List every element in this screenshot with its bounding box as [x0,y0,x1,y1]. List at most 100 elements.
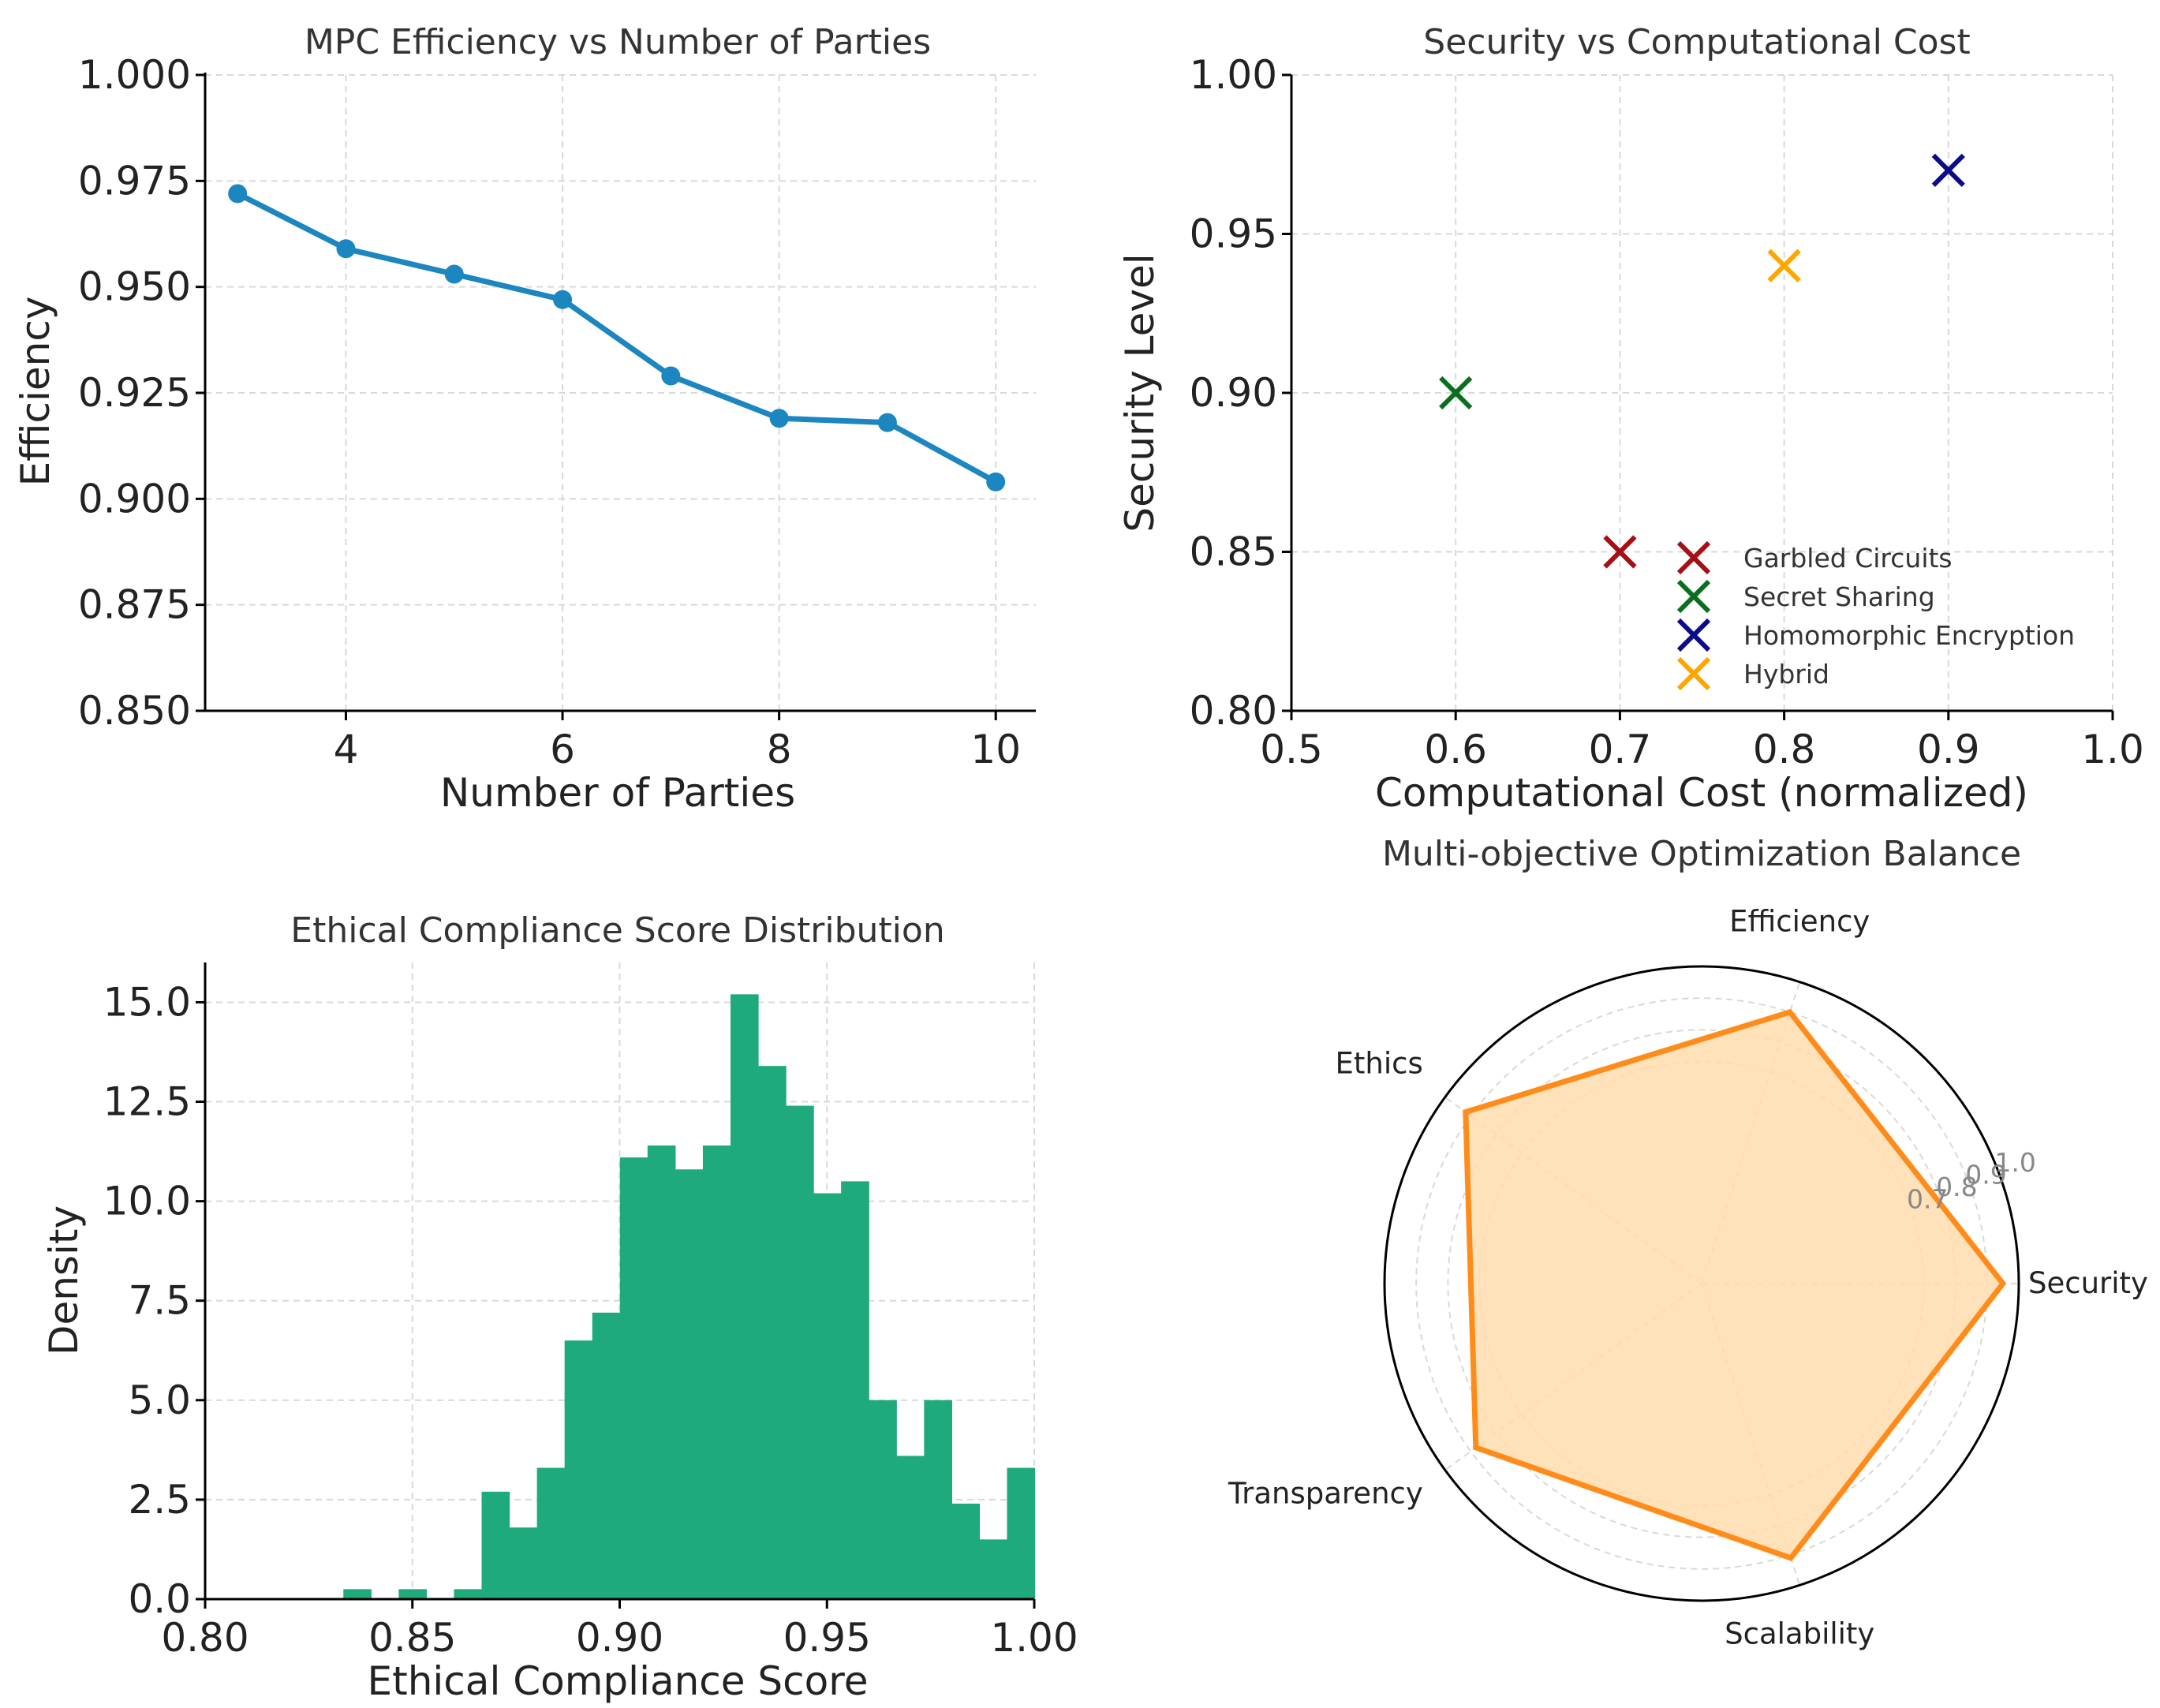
p3-ytick-label: 5.0 [128,1377,191,1423]
p3-hist-bar [702,1146,731,1599]
p3-xtick-label: 1.00 [990,1615,1078,1661]
p3-hist-bar [481,1491,510,1599]
p3-hist-bar [786,1105,814,1599]
p1-data-point [228,184,248,204]
p2-ytick-label: 0.80 [1190,688,1277,734]
p1-data-point [986,472,1006,491]
p2-data-point [1931,153,1965,188]
p2-legend-label: Homomorphic Encryption [1743,620,2075,651]
p4-radar-area [1463,1008,2007,1562]
p3-hist-bar [454,1589,483,1599]
p2-legend: Garbled Circuits Secret Sharing Homomorphi… [1676,540,2075,691]
p4-title: Multi-objective Optimization Balance [1382,834,2021,874]
p1-ytick-label: 0.875 [78,582,191,628]
p4-axis-label: Security [2028,1266,2148,1300]
optimization-radar-chart: Multi-objective Optimization Balance 0.7… [1228,834,2148,1650]
p2-legend-label: Hybrid [1743,659,1829,690]
p2-data-point-stroke-b [1931,153,1965,188]
p2-ytick-label: 0.90 [1190,370,1277,416]
p1-ytick-label: 0.975 [78,158,191,204]
p3-hist-bar [675,1169,704,1599]
p2-xtick-label: 0.7 [1589,727,1652,772]
p3-xtick-label: 0.85 [368,1615,456,1661]
p1-ytick-label: 0.850 [78,688,191,734]
p2-ytick-label: 0.95 [1190,211,1277,257]
p3-hist-bar [592,1312,621,1599]
p2-title: Security vs Computational Cost [1423,22,1970,62]
p3-xtick-label: 0.90 [576,1615,663,1661]
p4-axis-label: Transparency [1228,1476,1423,1510]
p2-legend-marker [1676,579,1711,614]
p2-ytick-label: 0.85 [1190,529,1277,575]
p2-legend-marker-stroke-b [1676,579,1711,614]
p3-hist-bar [951,1503,981,1599]
p2-xtick-label: 0.6 [1424,727,1487,772]
efficiency-line-chart: MPC Efficiency vs Number of Parties 0.85… [13,22,1036,816]
p2-data-point-stroke-b [1603,535,1637,569]
p4-rtick-label: 1.0 [1994,1147,2035,1178]
p2-ytick-label: 1.00 [1190,52,1277,98]
p2-xtick-label: 0.9 [1917,727,1980,772]
p2-ylabel: Security Level [1117,253,1163,532]
security-scatter-chart: Security vs Computational Cost 0.80 0.85 0… [1117,22,2144,816]
p2-legend-marker [1676,656,1711,691]
p2-data-point-stroke-b [1439,376,1473,410]
p3-hist-bar [924,1400,952,1599]
p1-ytick-label: 0.950 [78,264,191,310]
p3-hist-bar [564,1340,593,1599]
p2-legend-marker-stroke-b [1676,618,1711,652]
p3-ytick-label: 10.0 [103,1179,191,1224]
p3-ytick-label: 12.5 [103,1079,191,1125]
p3-xtick-label: 0.80 [161,1615,249,1661]
p2-legend-marker [1676,618,1711,652]
p4-axis-label: Scalability [1725,1616,1874,1650]
p3-xlabel: Ethical Compliance Score [368,1658,869,1704]
p4-rtick-label: 0.8 [1936,1172,1977,1202]
p2-xtick-label: 0.8 [1753,727,1816,772]
p1-data-point [336,239,356,259]
p1-title: MPC Efficiency vs Number of Parties [305,22,931,62]
p4-axis-label: Ethics [1336,1047,1423,1081]
p2-data-point [1767,249,1801,282]
p3-hist-bar [730,994,759,1599]
p2-data-point [1603,535,1637,569]
p2-legend-marker-stroke-b [1676,540,1711,575]
p3-hist-bar [758,1066,787,1599]
p3-ylabel: Density [41,1205,87,1355]
p1-ytick-label: 0.900 [78,476,191,521]
p3-hist-bar [647,1146,676,1599]
p4-axis-label: Efficiency [1729,905,1870,939]
p3-hist-bar [979,1539,1008,1599]
p1-data-point [661,366,681,386]
p3-hist-bar [343,1589,372,1599]
p1-data-point [444,264,464,284]
p2-legend-label: Garbled Circuits [1743,543,1953,574]
p1-ylabel: Efficiency [13,297,58,487]
p3-ytick-label: 2.5 [128,1477,191,1523]
p3-title: Ethical Compliance Score Distribution [290,910,944,951]
p2-xtick-label: 0.5 [1260,727,1323,772]
p1-data-point [553,290,573,309]
p2-data-point-stroke-b [1767,249,1801,282]
p4-rtick-label: 0.9 [1965,1160,2006,1190]
p2-xtick-label: 1.0 [2081,727,2144,772]
p4-rtick-label: 0.7 [1907,1183,1948,1214]
p3-xtick-label: 0.95 [783,1615,871,1661]
p1-xtick-label: 4 [334,727,359,772]
p3-hist-bar [869,1400,897,1599]
compliance-histogram: Ethical Compliance Score Distribution 0.… [41,910,1078,1704]
p1-series-line [236,191,997,484]
p1-ytick-label: 0.925 [78,370,191,416]
p1-grid [205,74,1036,712]
p3-hist-bar [813,1193,842,1599]
p1-xtick-label: 6 [550,727,575,772]
p3-hist-bar [1007,1467,1036,1599]
p4-outer-ring [1383,965,2020,1602]
p2-xlabel: Computational Cost (normalized) [1375,770,2028,816]
p3-hist-bar [841,1181,869,1599]
p2-legend-label: Secret Sharing [1743,581,1935,612]
p3-hist-bar [896,1456,925,1599]
p1-xtick-label: 8 [767,727,792,772]
p3-hist-bar [619,1157,648,1599]
